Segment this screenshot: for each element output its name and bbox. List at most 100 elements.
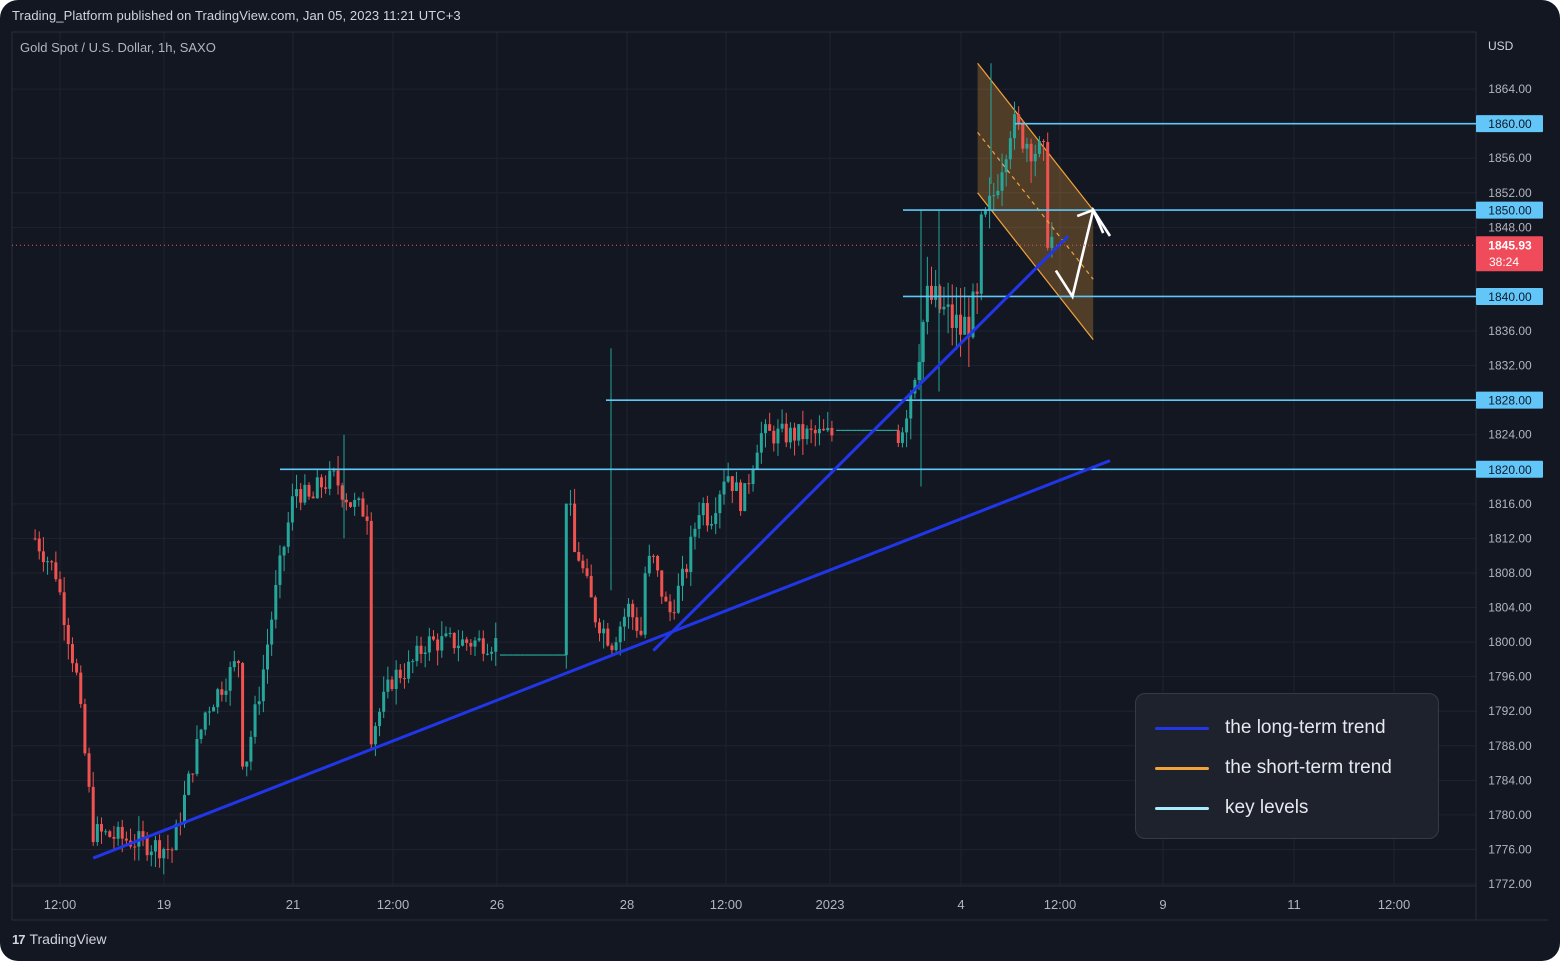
time-tick-label: 28: [620, 897, 634, 912]
candle-body: [1013, 114, 1016, 139]
short-trend-swatch: [1155, 766, 1209, 770]
candle-body: [253, 704, 257, 737]
candle-body: [207, 711, 211, 713]
candle-body: [332, 470, 336, 472]
candle-body: [473, 640, 477, 647]
candle-body: [324, 487, 328, 489]
candle-body: [398, 669, 402, 679]
candle-body: [983, 210, 987, 215]
candle-body: [577, 551, 581, 561]
candle-body: [91, 786, 95, 843]
candle-body: [764, 424, 767, 434]
legend-item-long-term: the long-term trend: [1155, 708, 1438, 748]
candle-body: [971, 291, 975, 338]
candle-body: [959, 314, 963, 335]
legend-item-short-term: the short-term trend: [1155, 748, 1438, 788]
candle-body: [627, 603, 631, 617]
candle-body: [83, 704, 87, 754]
long-term-trend-line: [652, 234, 1070, 652]
time-tick-label: 4: [957, 897, 964, 912]
price-tick-label: 1812.00: [1488, 531, 1532, 545]
candle-body: [988, 195, 992, 211]
candle-body: [593, 597, 597, 623]
candle-body: [801, 424, 805, 440]
candle-body: [274, 584, 278, 620]
candle-body: [905, 418, 909, 433]
candle-body: [751, 469, 755, 485]
candle-body: [946, 304, 950, 307]
candle-body: [714, 513, 718, 525]
candle-body: [788, 427, 792, 443]
candle-body: [747, 483, 751, 485]
candle-body: [382, 691, 386, 712]
candle-body: [120, 826, 124, 839]
candle-body: [685, 568, 689, 573]
candle-body: [224, 690, 228, 695]
candle-body: [278, 555, 282, 585]
candle-body: [361, 498, 365, 517]
long-trend-swatch: [1155, 726, 1209, 730]
candle-body: [822, 428, 826, 431]
candle-body: [739, 482, 743, 511]
key-level-price-badge: [1476, 201, 1543, 219]
price-tick-label: 1836.00: [1488, 324, 1532, 338]
candle-body: [228, 667, 232, 691]
candle-body: [232, 661, 236, 668]
price-tick-label: 1784.00: [1488, 773, 1532, 787]
candle-body: [282, 546, 286, 556]
candle-body: [33, 538, 37, 540]
candle-body: [610, 645, 614, 651]
short-trend-channel-upper: [977, 62, 1094, 211]
candle-body: [191, 773, 195, 775]
candle-body: [913, 379, 917, 394]
candle-body: [639, 630, 643, 635]
candle-body: [784, 423, 788, 443]
candle-body: [598, 622, 601, 634]
candle-body: [328, 470, 332, 489]
candle-body: [809, 428, 813, 430]
candle-body: [830, 427, 834, 436]
candle-body: [170, 849, 174, 851]
key-level-price-label: 1820.00: [1488, 463, 1532, 477]
key-level-price-badge: [1476, 460, 1543, 478]
candle-body: [286, 522, 290, 547]
candle-body: [394, 669, 398, 689]
legend-box: the long-term trend the short-term trend…: [1135, 693, 1439, 839]
bar-countdown-label: 38:24: [1489, 255, 1519, 269]
time-tick-label: 12:00: [377, 897, 410, 912]
key-level-price-label: 1850.00: [1488, 204, 1532, 218]
time-tick-label: 2023: [816, 897, 845, 912]
long-term-trend-line: [92, 459, 1111, 860]
candle-body: [295, 489, 299, 497]
candle-body: [270, 619, 274, 645]
candle-body: [299, 489, 303, 503]
candle-body: [452, 632, 456, 649]
candle-body: [934, 286, 938, 300]
candle-body: [564, 503, 568, 656]
candle-body: [1029, 143, 1033, 162]
symbol-title[interactable]: Gold Spot / U.S. Dollar, 1h, SAXO: [20, 40, 216, 55]
candle-body: [772, 430, 776, 444]
candle-body: [58, 579, 62, 593]
candle-body: [925, 285, 929, 323]
candle-body: [614, 642, 618, 651]
price-tick-label: 1776.00: [1488, 842, 1532, 856]
candle-body: [1004, 159, 1008, 173]
candle-body: [776, 428, 780, 444]
candle-body: [606, 628, 610, 646]
candle-body: [112, 836, 116, 839]
tradingview-logo[interactable]: 17 TradingView: [12, 931, 107, 947]
candle-body: [241, 663, 245, 767]
candle-body: [436, 639, 440, 651]
price-tick-label: 1788.00: [1488, 739, 1532, 753]
candle-body: [266, 644, 269, 670]
candle-body: [485, 653, 489, 655]
price-tick-label: 1832.00: [1488, 359, 1532, 373]
candle-body: [672, 612, 676, 614]
current-price-label: 1845.93: [1488, 239, 1532, 253]
candle-body: [461, 639, 465, 646]
candle-body: [1050, 236, 1054, 248]
candle-body: [145, 837, 149, 856]
